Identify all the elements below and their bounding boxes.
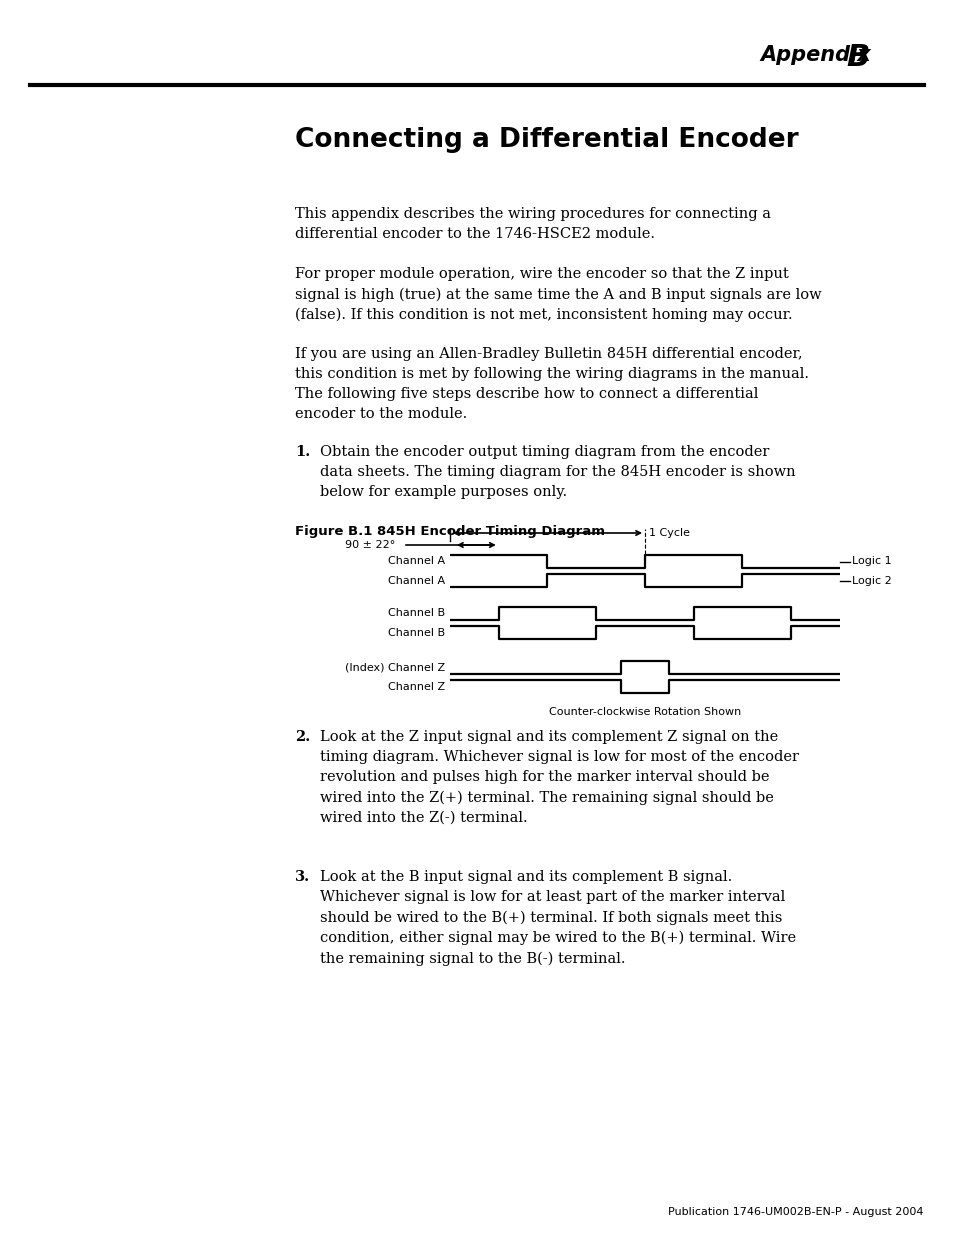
Text: 2.: 2.: [294, 730, 310, 743]
Text: Channel A: Channel A: [388, 576, 444, 585]
Text: If you are using an Allen-Bradley Bulletin 845H differential encoder,
this condi: If you are using an Allen-Bradley Bullet…: [294, 347, 808, 421]
Text: Connecting a Differential Encoder: Connecting a Differential Encoder: [294, 127, 798, 153]
Text: Channel B: Channel B: [388, 627, 444, 637]
Text: Channel A: Channel A: [388, 557, 444, 567]
Text: This appendix describes the wiring procedures for connecting a
differential enco: This appendix describes the wiring proce…: [294, 207, 770, 241]
Text: For proper module operation, wire the encoder so that the Z input
signal is high: For proper module operation, wire the en…: [294, 267, 821, 322]
Text: Channel Z: Channel Z: [388, 682, 444, 692]
Text: 90 ± 22°: 90 ± 22°: [345, 540, 395, 550]
Text: Channel B: Channel B: [388, 609, 444, 619]
Text: Look at the Z input signal and its complement Z signal on the
timing diagram. Wh: Look at the Z input signal and its compl…: [319, 730, 799, 825]
Text: 1.: 1.: [294, 445, 310, 459]
Text: Appendix: Appendix: [760, 44, 877, 65]
Text: Publication 1746-UM002B-EN-P - August 2004: Publication 1746-UM002B-EN-P - August 20…: [668, 1207, 923, 1216]
Text: Logic 1: Logic 1: [851, 557, 891, 567]
Text: Figure B.1 845H Encoder Timing Diagram: Figure B.1 845H Encoder Timing Diagram: [294, 525, 604, 538]
Text: B: B: [845, 43, 868, 72]
Text: Obtain the encoder output timing diagram from the encoder
data sheets. The timin: Obtain the encoder output timing diagram…: [319, 445, 795, 499]
Text: 1 Cycle: 1 Cycle: [648, 529, 689, 538]
Text: Logic 2: Logic 2: [851, 576, 891, 585]
Text: Counter-clockwise Rotation Shown: Counter-clockwise Rotation Shown: [548, 706, 740, 718]
Text: Look at the B input signal and its complement B signal.
Whichever signal is low : Look at the B input signal and its compl…: [319, 869, 796, 966]
Text: (Index) Channel Z: (Index) Channel Z: [345, 662, 444, 673]
Text: 3.: 3.: [294, 869, 310, 884]
